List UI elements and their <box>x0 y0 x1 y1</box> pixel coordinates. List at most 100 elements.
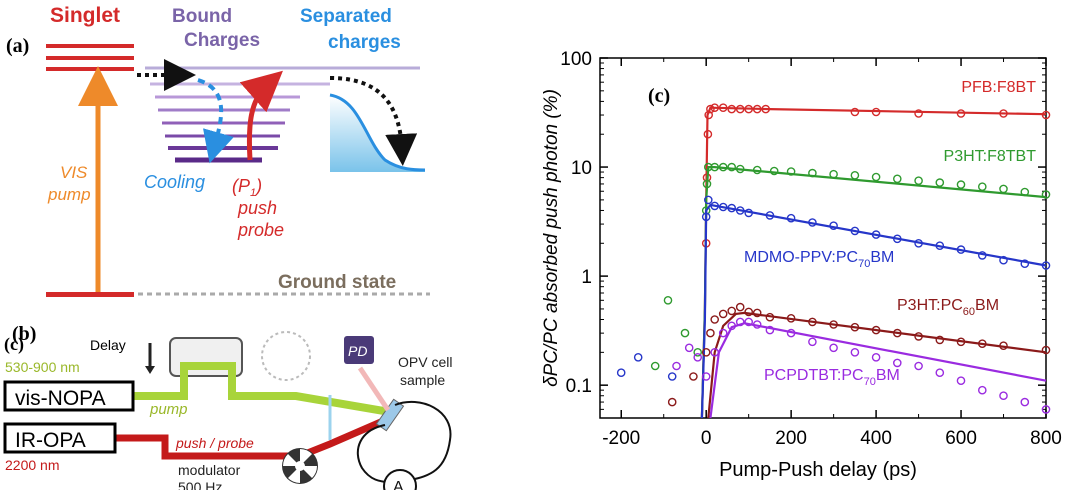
data-point-p3ht-pc60bm <box>689 372 698 381</box>
x-tick-label: 800 <box>1030 428 1062 449</box>
y-tick-label: 1 <box>581 267 592 288</box>
push-word: push <box>237 198 277 218</box>
fit-line-mdmo-ppv-pc70bm <box>700 203 1047 419</box>
data-point-mdmo-ppv-pc70bm <box>935 241 945 250</box>
series-label-pfb: PFB:F8BT <box>961 79 1036 96</box>
x-tick-label: 200 <box>775 428 807 449</box>
circuit-wire <box>356 400 452 483</box>
data-point-p3ht-f8tbt <box>735 164 745 174</box>
plot-frame <box>599 57 1047 419</box>
data-point-p3ht-f8tbt <box>871 172 881 182</box>
bound-title-line2: Charges <box>184 30 260 51</box>
data-point-pcpdtbt-pc70bm <box>935 368 945 378</box>
y-tick-label: 0.1 <box>566 376 592 397</box>
panel-b-overlap-label: (c) <box>4 334 24 355</box>
y-axis: 0.1 1 10 100 <box>560 49 1046 419</box>
data-point-p3ht-pc60bm <box>893 328 902 338</box>
data-point-mdmo-ppv-pc70bm <box>718 202 728 212</box>
data-point-mdmo-ppv-pc70bm <box>616 368 626 378</box>
data-point-pcpdtbt-pc70bm <box>693 352 703 362</box>
data-point-p3ht-f8tbt <box>680 328 690 338</box>
data-point-pcpdtbt-pc70bm <box>999 391 1008 401</box>
data-point-p3ht-f8tbt <box>978 182 987 191</box>
data-point-p3ht-f8tbt <box>808 168 817 178</box>
data-point-p3ht-f8tbt <box>650 361 660 371</box>
data-point-p3ht-pc60bm <box>752 308 762 318</box>
data-point-pcpdtbt-pc70bm <box>850 347 860 357</box>
data-point-pcpdtbt-pc70bm <box>1020 397 1030 407</box>
data-point-pfb-f8bt <box>956 109 966 118</box>
data-point-p3ht-f8tbt <box>710 162 720 172</box>
delay-arrow-head <box>145 366 155 374</box>
delay-label: Delay <box>90 337 126 353</box>
separated-title-line2: charges <box>328 32 401 53</box>
ir-range-label: 2200 nm <box>5 457 59 473</box>
data-point-pfb-f8bt <box>999 109 1008 118</box>
series-label-mdmo: MDMO-PPV:PC70BM <box>744 249 894 270</box>
data-point-mdmo-ppv-pc70bm <box>978 251 987 260</box>
series-layer <box>616 103 1051 419</box>
data-point-p3ht-pc60bm <box>786 313 796 323</box>
x-tick-label: 600 <box>945 428 977 449</box>
data-point-mdmo-ppv-pc70bm <box>956 245 966 254</box>
data-point-p3ht-f8tbt <box>829 169 838 179</box>
ground-state-label: Ground state <box>278 272 396 293</box>
panel-b-label: (b) <box>12 323 36 345</box>
data-point-pcpdtbt-pc70bm <box>893 358 902 368</box>
separated-charges-well-edge <box>329 93 426 172</box>
vis-nopa-box <box>3 380 135 412</box>
data-point-pfb-f8bt <box>706 104 715 114</box>
data-point-mdmo-ppv-pc70bm <box>808 218 817 227</box>
data-point-p3ht-f8tbt <box>769 166 779 176</box>
frequency-label: 500 Hz <box>178 479 222 490</box>
data-point-pcpdtbt-pc70bm <box>829 343 838 353</box>
cooling-label: Cooling <box>144 172 205 192</box>
data-point-p3ht-f8tbt <box>727 162 737 172</box>
chart-c: 0.1 1 10 100 -200 0 200 400 600 800 (c) Pump-Pus… <box>541 49 1062 481</box>
ammeter <box>383 469 417 490</box>
push-probe-arrow <box>239 70 283 161</box>
data-point-p3ht-f8tbt <box>786 167 796 176</box>
data-point-p3ht-pc60bm <box>718 309 728 319</box>
data-point-p3ht-f8tbt <box>935 178 945 187</box>
data-point-mdmo-ppv-pc70bm <box>704 195 713 205</box>
data-point-mdmo-ppv-pc70bm <box>914 238 923 248</box>
data-point-pfb-f8bt <box>710 103 720 112</box>
data-point-pcpdtbt-pc70bm <box>710 347 720 357</box>
data-point-pfb-f8bt <box>704 110 714 120</box>
data-point-p3ht-pc60bm <box>935 335 945 345</box>
data-point-pcpdtbt-pc70bm <box>752 320 762 329</box>
bound-title-line1: Bound <box>172 6 232 27</box>
data-point-pcpdtbt-pc70bm <box>701 372 711 381</box>
cooling-arrow <box>197 78 234 164</box>
data-point-pfb-f8bt <box>718 103 728 112</box>
data-point-p3ht-pc60bm <box>871 325 881 335</box>
data-point-pfb-f8bt <box>727 104 737 114</box>
pump-label: pump <box>149 401 188 418</box>
data-point-p3ht-pc60bm <box>765 312 775 322</box>
data-point-mdmo-ppv-pc70bm <box>871 230 881 239</box>
data-point-mdmo-ppv-pc70bm <box>850 226 860 236</box>
data-point-pcpdtbt-pc70bm <box>871 352 881 362</box>
data-point-pcpdtbt-pc70bm <box>956 376 966 386</box>
data-point-mdmo-ppv-pc70bm <box>999 255 1008 265</box>
data-point-pcpdtbt-pc70bm <box>718 328 728 338</box>
data-point-pfb-f8bt <box>744 104 754 114</box>
x-tick-label: 0 <box>701 428 712 449</box>
data-point-p3ht-f8tbt <box>914 176 923 185</box>
data-point-p3ht-f8tbt <box>1041 190 1051 199</box>
data-point-pcpdtbt-pc70bm <box>786 328 796 338</box>
data-point-mdmo-ppv-pc70bm <box>786 213 796 223</box>
probe-word: probe <box>237 220 284 240</box>
data-point-pfb-f8bt <box>871 107 881 117</box>
x-axis-label: Pump-Push delay (ps) <box>719 459 917 481</box>
push-label: (P1) <box>232 176 262 199</box>
chopper-outline <box>261 331 311 381</box>
data-point-pfb-f8bt <box>914 109 923 118</box>
data-point-pfb-f8bt <box>761 104 771 114</box>
vis-label-line2: pump <box>47 185 91 204</box>
separated-charges-well <box>330 95 425 172</box>
data-point-mdmo-ppv-pc70bm <box>710 201 720 211</box>
data-point-p3ht-pc60bm <box>808 317 817 327</box>
separation-arrow <box>329 76 418 166</box>
